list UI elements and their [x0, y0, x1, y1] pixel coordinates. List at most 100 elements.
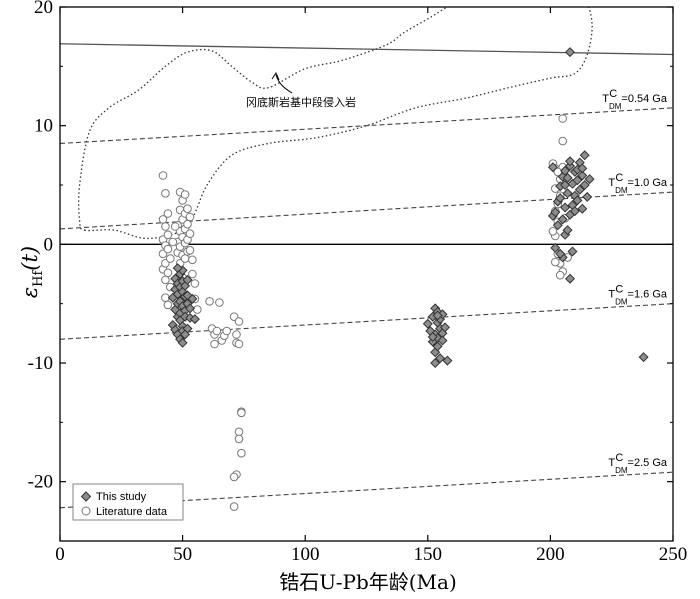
region-annotation: 冈底斯岩基中段侵入岩 [246, 71, 356, 109]
literature-point [163, 209, 173, 218]
this-study-point [569, 206, 580, 217]
literature-point [180, 254, 190, 263]
literature-point [551, 257, 560, 267]
this-study-point [572, 175, 583, 186]
literature-point [215, 298, 224, 307]
this-study-point [187, 293, 198, 304]
tdm-label-t: T [608, 289, 615, 301]
this-study-point [577, 170, 588, 181]
tdm-line-2 [60, 303, 673, 340]
literature-point [558, 136, 568, 146]
literature-point [548, 227, 558, 236]
literature-point [185, 229, 195, 238]
this-study-point [582, 191, 593, 202]
x-tick-label: 200 [536, 544, 565, 565]
literature-point [237, 448, 246, 458]
this-study-point [189, 314, 200, 325]
literature-point [234, 427, 244, 437]
this-study-point [562, 225, 573, 236]
this-study-point [564, 47, 576, 58]
region-outline [78, 7, 593, 240]
x-axis-label: 锆石U-Pb年龄(Ma) [279, 570, 457, 594]
literature-point [555, 270, 565, 280]
literature-point [163, 244, 173, 254]
this-study-point [437, 335, 448, 346]
this-study-point [562, 188, 573, 199]
literature-point [163, 300, 173, 310]
y-tick-label: 10 [34, 116, 53, 137]
literature-point [161, 275, 170, 285]
tdm-label-t: T [602, 93, 609, 105]
x-tick-label: 150 [414, 544, 443, 565]
y-axis-subscript: Hf [31, 270, 46, 287]
this-study-point [579, 150, 590, 161]
this-study-point [172, 263, 183, 274]
tdm-line-1 [60, 191, 673, 230]
literature-point [185, 246, 195, 255]
plot-area [60, 7, 673, 511]
literature-point [205, 297, 214, 306]
this-study-point [638, 352, 649, 363]
literature-point [166, 254, 175, 263]
tdm-label-sup-2: C [615, 284, 623, 296]
tdm-label-value: =1.0 Ga [628, 177, 668, 189]
tdm-label-value: =2.5 Ga [628, 457, 668, 469]
y-axis-symbol: ε [18, 287, 42, 298]
literature-point [193, 305, 202, 314]
region-label: 冈底斯岩基中段侵入岩 [246, 95, 356, 109]
this-study-point [552, 220, 563, 231]
tdm-label-2: TDM=1.6 Ga [608, 289, 668, 307]
literature-point [170, 222, 180, 231]
this-study-points [167, 47, 649, 369]
literature-point [161, 222, 170, 231]
literature-point [237, 408, 246, 418]
depleted-mantle-line [60, 43, 673, 56]
literature-point [188, 269, 197, 279]
tdm-label-sup-0: C [609, 88, 617, 100]
legend-label-literature: Literature data [96, 506, 168, 518]
legend-diamond-icon [80, 491, 92, 502]
this-study-point [550, 207, 561, 218]
this-study-point [442, 355, 453, 366]
tdm-label-sup-3: C [615, 452, 623, 464]
svg-text:εHf(t): εHf(t) [18, 246, 46, 298]
literature-point [163, 230, 173, 240]
y-tick-label: 20 [34, 0, 53, 18]
tdm-label-t: T [608, 457, 615, 469]
literature-point [222, 326, 231, 336]
tdm-label-sup-1: C [615, 172, 623, 184]
this-study-point [572, 195, 583, 206]
this-study-point [557, 214, 568, 225]
y-tick-label: -10 [28, 353, 53, 374]
tdm-label-value: =1.6 Ga [628, 289, 668, 301]
this-study-point [435, 353, 446, 364]
literature-point [168, 237, 178, 247]
tdm-label-value: =0.54 Ga [621, 93, 667, 105]
legend-box [72, 483, 184, 521]
literature-points [158, 114, 572, 511]
this-study-point [180, 329, 191, 340]
y-tick-label: 0 [44, 234, 54, 255]
legend: This study Literature data [72, 483, 184, 521]
literature-point [234, 434, 244, 444]
this-study-point [555, 193, 566, 204]
tdm-line-3 [60, 471, 673, 509]
this-study-point [182, 274, 193, 285]
this-study-point [177, 337, 188, 348]
x-axis-title: 锆石U-Pb年龄(Ma) [279, 570, 457, 594]
literature-point [185, 212, 195, 222]
literature-point [183, 204, 192, 213]
x-tick-label: 250 [659, 544, 688, 565]
this-study-point [577, 203, 588, 214]
literature-point [210, 339, 219, 349]
tdm-label-sub: DM [609, 102, 622, 111]
this-study-point [432, 341, 443, 352]
y-tick-label: -20 [28, 472, 53, 493]
legend-circle-icon [81, 506, 91, 516]
literature-point [229, 502, 239, 511]
literature-point [163, 268, 173, 278]
literature-point [190, 279, 200, 288]
reference-lines [60, 107, 673, 509]
